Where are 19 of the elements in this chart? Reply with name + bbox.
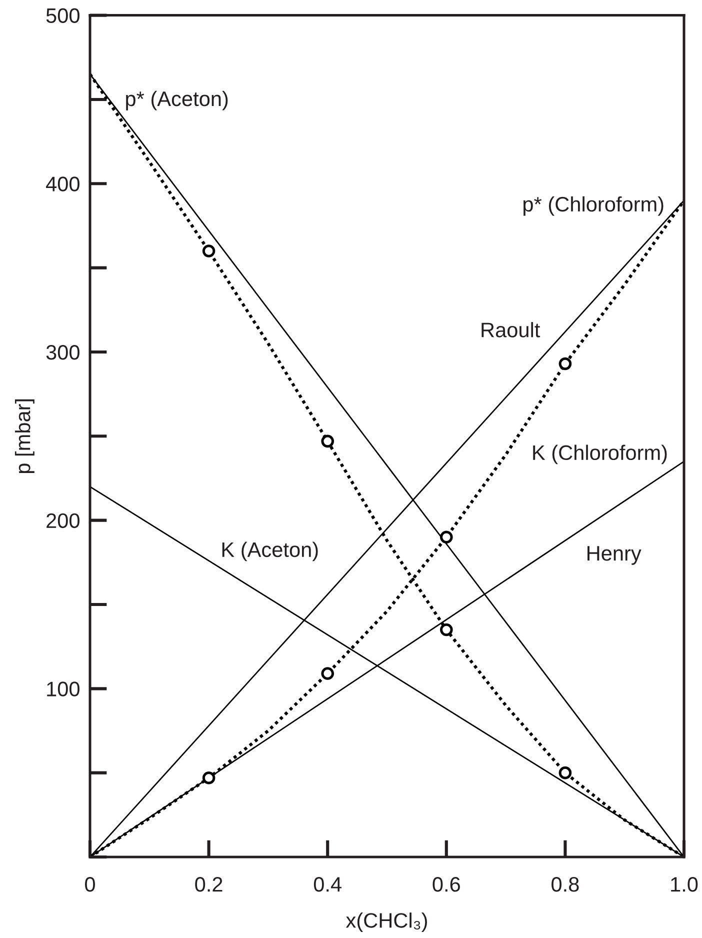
annotation: K (Chloroform)	[533, 444, 667, 464]
annotation: Henry	[588, 546, 642, 565]
x-tick-label: 1.0	[671, 876, 698, 892]
annotation: p* (Chloroform)	[524, 196, 664, 216]
x-tick-label: 0.6	[432, 876, 460, 892]
y-tick-label: 100	[47, 682, 80, 696]
x-tick-label: 0.4	[314, 876, 342, 892]
x-tick-label: 0.8	[552, 876, 579, 892]
x-axis-title: x(CHCl₃)	[346, 912, 427, 932]
y-tick-label: 200	[46, 513, 80, 528]
annotation: Raoult	[482, 322, 540, 338]
x-tick-label: 0	[85, 876, 95, 892]
x-tick-label: 0.2	[195, 876, 222, 892]
y-tick-label: 300	[46, 344, 80, 360]
annotation: K (Aceton)	[222, 542, 318, 562]
annotation: p* (Aceton)	[126, 90, 228, 110]
y-tick-label: 500	[46, 8, 80, 24]
y-tick-label: 400	[46, 176, 80, 192]
y-axis-title: p [mbar]	[14, 399, 34, 474]
